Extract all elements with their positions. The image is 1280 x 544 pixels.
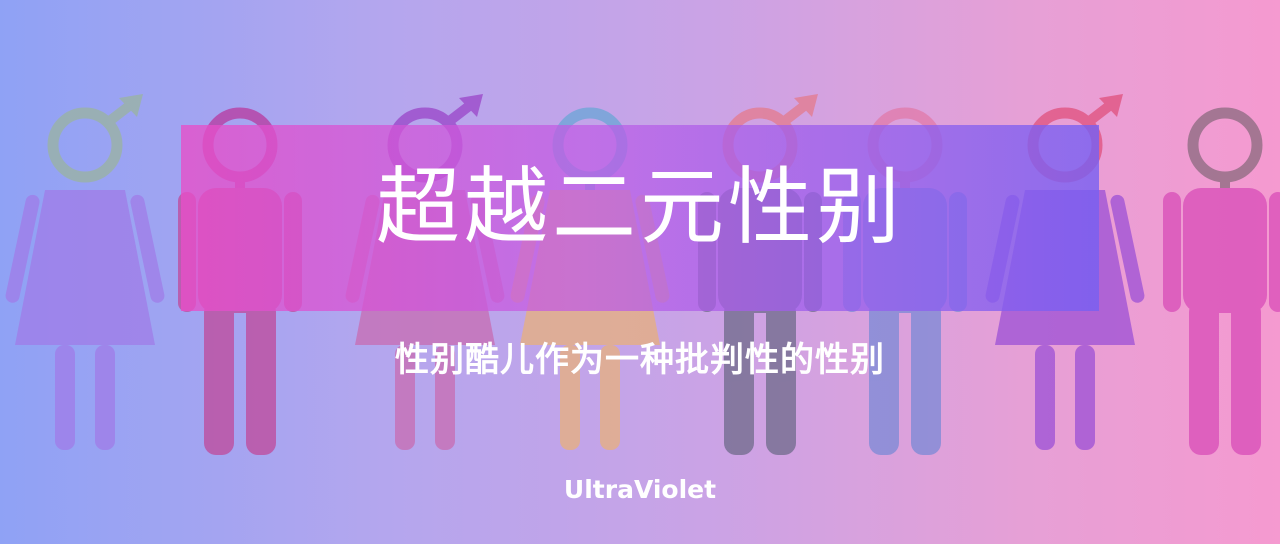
male-symbol bbox=[778, 94, 818, 127]
banner-subtitle: 性别酷儿作为一种批判性的性别 bbox=[395, 340, 885, 380]
woman-icon bbox=[5, 94, 165, 450]
title-box bbox=[181, 125, 1099, 311]
banner-title: 超越二元性别 bbox=[375, 158, 904, 256]
man-icon bbox=[1163, 107, 1280, 455]
brand-name: UltraViolet bbox=[563, 475, 717, 504]
male-symbol bbox=[103, 94, 143, 127]
male-symbol bbox=[443, 94, 483, 127]
male-symbol bbox=[1083, 94, 1123, 127]
